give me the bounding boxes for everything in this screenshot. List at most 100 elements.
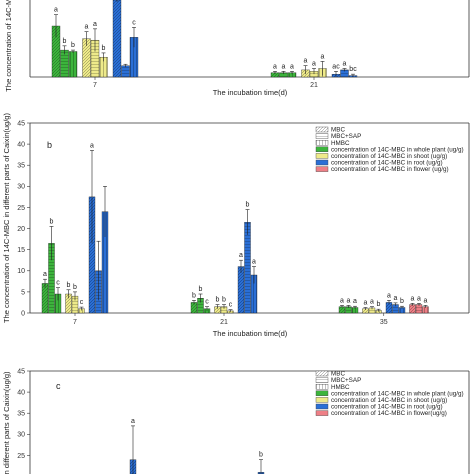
x-axis-label-a: The incubation time(d) xyxy=(213,88,288,97)
y-axis-label-a: The concentration of 14C-MBC xyxy=(4,0,13,92)
significance-label-b: a xyxy=(340,297,344,304)
significance-label-b: b xyxy=(50,218,54,225)
x-tick-label-b: 35 xyxy=(380,319,388,326)
bar-a-whole_plant-hatch-21-pattern xyxy=(279,72,288,77)
x-tick-label-b: 7 xyxy=(73,319,77,326)
significance-label-a: b xyxy=(102,45,106,52)
bar-b-whole_plant-hatch-35-pattern xyxy=(345,306,352,313)
bar-b-whole_plant-diag-35-pattern xyxy=(339,306,345,313)
significance-label-a: a xyxy=(93,21,97,28)
bar-b-root-diag-35-pattern xyxy=(386,302,392,313)
legend-label-c: concentration of 14C-MBC in shoot (ug/g) xyxy=(331,397,447,404)
significance-label-b: c xyxy=(56,280,60,287)
legend-swatch-pattern-b xyxy=(316,133,328,139)
legend-label-c: concentration of 14C-MBC in flower(ug/g) xyxy=(331,410,447,417)
legend-label-c: MBC+SAP xyxy=(331,377,361,384)
significance-label-a: c xyxy=(132,19,136,26)
significance-label-b: a xyxy=(424,297,428,304)
significance-label-b: a xyxy=(252,259,256,266)
significance-label-b: a xyxy=(364,300,368,307)
y-tick-label-b: 25 xyxy=(17,205,25,212)
bar-b-shoot-hatch-21-pattern xyxy=(221,306,227,313)
significance-label-a: a xyxy=(282,63,286,70)
y-tick-label-b: 15 xyxy=(17,247,25,254)
bar-b-whole_plant-vline-7-pattern xyxy=(55,294,61,313)
significance-label-b: a xyxy=(353,298,357,305)
significance-label-b: a xyxy=(90,142,94,149)
bar-a-shoot-diag-7-pattern xyxy=(82,38,91,77)
legend-swatch-c-flower xyxy=(315,410,329,416)
y-tick-label-c: 25 xyxy=(17,453,25,460)
significance-label-c: a xyxy=(131,418,135,425)
significance-label-b: c xyxy=(205,299,209,306)
panel-label-b: b xyxy=(47,140,52,150)
bar-b-whole_plant-diag-21-pattern xyxy=(191,302,197,313)
bar-b-root-vline-35-pattern xyxy=(399,307,405,313)
y-tick-label-b: 30 xyxy=(17,184,25,191)
significance-label-b: a xyxy=(239,252,243,259)
significance-label-b: b xyxy=(73,284,77,291)
significance-label-b: b xyxy=(67,282,71,289)
bar-b-root-diag-21-pattern xyxy=(238,266,244,313)
legend-swatch-c-root xyxy=(315,403,329,410)
bar-a-shoot-hatch-7-pattern xyxy=(91,40,99,77)
significance-label-a: a xyxy=(343,61,347,68)
significance-label-a: b xyxy=(71,42,75,49)
legend-label-b: concentration of 14C-MBC in root (ug/g) xyxy=(331,160,443,167)
significance-label-b: c xyxy=(80,299,84,306)
y-tick-label-b: 0 xyxy=(21,310,25,317)
legend-label-b: MBC+SAP xyxy=(331,133,361,140)
legend-label-b: MBC xyxy=(331,127,345,134)
significance-label-a: a xyxy=(321,53,325,60)
y-tick-label-b: 10 xyxy=(17,268,25,275)
legend-label-c: concentration of 14C-MBC in whole plant … xyxy=(331,390,464,397)
bar-b-whole_plant-diag-7-pattern xyxy=(42,283,48,313)
significance-label-b: b xyxy=(246,202,250,209)
y-tick-label-c: 45 xyxy=(17,368,25,375)
significance-label-a: a xyxy=(312,61,316,68)
significance-label-b: b xyxy=(400,298,404,305)
bar-b-root-hatch-35-pattern xyxy=(392,304,399,313)
bar-a-root-hatch-7-pattern xyxy=(121,65,130,77)
bar-b-whole_plant-vline-35-pattern xyxy=(352,307,358,313)
significance-label-a: a xyxy=(273,63,277,70)
bar-b-shoot-hatch-7-pattern xyxy=(72,296,78,313)
legend-swatch-b-shoot xyxy=(315,153,329,159)
bar-b-root-vline-21-pattern xyxy=(251,275,257,313)
legend-label-c: MBC xyxy=(331,371,345,378)
bar-b-shoot-diag-35-pattern xyxy=(362,308,369,313)
bar-b-shoot-vline-7-pattern xyxy=(78,308,85,313)
legend-label-c: HMBC xyxy=(331,384,350,391)
bar-a-shoot-hatch-21-pattern xyxy=(310,71,318,77)
significance-label-b: a xyxy=(411,295,415,302)
significance-label-a: a xyxy=(54,7,58,14)
significance-label-b: b xyxy=(377,301,381,308)
legend-swatch-pattern-c xyxy=(316,384,328,390)
bar-a-root-diag-7-pattern xyxy=(113,0,121,77)
significance-label-b: a xyxy=(387,292,391,299)
bar-b-flower-diag-35-pattern xyxy=(409,304,416,313)
bar-a-whole_plant-vline-21-pattern xyxy=(288,72,296,77)
legend-swatch-c-shoot xyxy=(315,397,329,403)
bar-a-whole_plant-hatch-7-pattern xyxy=(60,50,69,77)
x-tick-label-a: 21 xyxy=(310,82,318,89)
legend-swatch-pattern-b xyxy=(316,127,328,132)
legend-label-b: concentration of 14C-MBC in whole plant … xyxy=(331,146,464,153)
legend-swatch-b-root xyxy=(315,159,329,166)
bar-b-whole_plant-hatch-21-pattern xyxy=(197,298,204,313)
significance-label-b: a xyxy=(394,295,398,302)
y-tick-label-c: 30 xyxy=(17,432,25,439)
significance-label-b: c xyxy=(229,302,233,309)
bar-a-root-vline-7-pattern xyxy=(130,37,138,77)
bar-b-flower-hatch-35-pattern xyxy=(416,304,422,313)
significance-label-a: a xyxy=(85,24,89,31)
significance-label-b: a xyxy=(347,297,351,304)
significance-label-b: b xyxy=(222,297,226,304)
y-tick-label-b: 5 xyxy=(21,289,25,296)
bar-a-root-hatch-21-pattern xyxy=(340,69,349,77)
bar-b-root-vline-7-pattern xyxy=(102,211,108,313)
significance-label-b: a xyxy=(370,299,374,306)
legend-label-b: HMBC xyxy=(331,140,350,147)
bar-a-whole_plant-vline-7-pattern xyxy=(69,51,77,77)
